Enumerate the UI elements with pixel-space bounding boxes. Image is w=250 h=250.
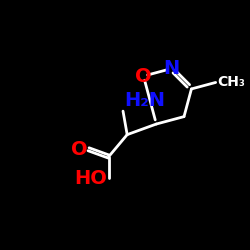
Text: H₂N: H₂N	[124, 91, 165, 110]
Text: O: O	[135, 66, 152, 86]
Text: HO: HO	[75, 168, 108, 188]
Text: CH₃: CH₃	[217, 76, 245, 90]
Text: O: O	[71, 140, 87, 159]
Text: N: N	[163, 59, 179, 78]
